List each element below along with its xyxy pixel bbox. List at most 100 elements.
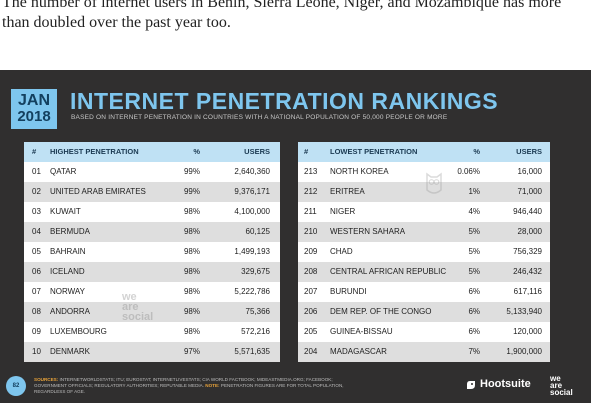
row-country: QATAR [50,167,77,176]
we-are-social-logo: we are social [550,375,573,397]
page-number: 82 [6,376,26,396]
row-pct: 6% [468,307,480,316]
row-pct: 99% [183,167,200,176]
row-users: 756,329 [513,247,542,256]
row-country: DENMARK [50,347,91,356]
row-pct: 98% [183,227,200,236]
date-month: JAN [17,92,50,109]
note-text: PENETRATION FIGURES ARE FOR TOTAL POPULA… [34,383,344,394]
row-num: 02 [32,187,41,196]
row-pct: 7% [468,347,480,356]
logo-word: social [550,388,573,397]
watermark-word: social [122,311,154,323]
row-country: WESTERN SAHARA [330,227,406,236]
table-row: 08 ANDORRA 98% 75,366 [24,302,280,322]
row-users: 1,900,000 [506,347,542,356]
row-pct: 6% [468,327,480,336]
slide-subtitle: BASED ON INTERNET PENETRATION IN COUNTRI… [71,114,448,121]
table-row: 205 GUINEA-BISSAU 6% 120,000 [298,322,550,342]
hootsuite-logo-icon [467,381,475,389]
row-country: LUXEMBOURG [50,327,107,336]
header-num: # [304,147,309,156]
row-pct: 0.06% [457,167,480,176]
table-row: 06 ICELAND 98% 329,675 [24,262,280,282]
row-num: 206 [304,307,318,316]
hootsuite-brand: Hootsuite [480,378,531,390]
row-pct: 98% [183,207,200,216]
sources-label: SOURCES: [34,377,59,382]
table-row: 02 UNITED ARAB EMIRATES 99% 9,376,171 [24,182,280,202]
table-row: 07 NORWAY 98% 5,222,786 [24,282,280,302]
slide-footer: 82 SOURCES: INTERNETWORLDSTATS; ITU; EUR… [0,373,591,403]
row-num: 204 [304,347,318,356]
row-users: 120,000 [513,327,542,336]
row-users: 1,499,193 [234,247,270,256]
header-users: USERS [516,147,542,156]
header-name: HIGHEST PENETRATION [50,147,139,156]
row-pct: 4% [468,207,480,216]
row-users: 75,366 [245,307,270,316]
table-header: # HIGHEST PENETRATION % USERS [24,142,280,162]
table-row: 206 DEM REP. OF THE CONGO 6% 5,133,940 [298,302,550,322]
row-pct: 98% [183,327,200,336]
lowest-penetration-table: # LOWEST PENETRATION % USERS 213 NORTH KO… [298,142,550,362]
table-row: 213 NORTH KOREA 0.06% 16,000 [298,162,550,182]
row-users: 28,000 [517,227,542,236]
row-pct: 5% [468,247,480,256]
row-num: 08 [32,307,41,316]
row-pct: 6% [468,287,480,296]
ranking-slide: JAN 2018 INTERNET PENETRATION RANKINGS B… [0,70,591,403]
table-row: 04 BERMUDA 98% 60,125 [24,222,280,242]
row-country: BURUNDI [330,287,367,296]
row-users: 16,000 [517,167,542,176]
row-country: NIGER [330,207,356,216]
row-country: CHAD [330,247,353,256]
we-are-social-watermark: we are social [122,292,154,323]
row-num: 213 [304,167,318,176]
row-pct: 98% [183,247,200,256]
table-row: 10 DENMARK 97% 5,571,635 [24,342,280,362]
note-label: NOTE: [205,383,220,388]
row-users: 2,640,360 [234,167,270,176]
header-pct: % [473,147,480,156]
table-row: 01 QATAR 99% 2,640,360 [24,162,280,182]
row-num: 07 [32,287,41,296]
row-num: 210 [304,227,318,236]
row-users: 71,000 [517,187,542,196]
table-row: 03 KUWAIT 98% 4,100,000 [24,202,280,222]
row-country: CENTRAL AFRICAN REPUBLIC [330,267,447,276]
row-pct: 5% [468,267,480,276]
intro-paragraph: The number of internet users in Benin, S… [2,0,562,31]
row-num: 01 [32,167,41,176]
row-country: NORWAY [50,287,85,296]
row-users: 946,440 [513,207,542,216]
table-row: 207 BURUNDI 6% 617,116 [298,282,550,302]
slide-title: INTERNET PENETRATION RANKINGS [70,88,499,114]
row-pct: 1% [468,187,480,196]
row-num: 205 [304,327,318,336]
header-name: LOWEST PENETRATION [330,147,418,156]
row-country: DEM REP. OF THE CONGO [330,307,432,316]
date-badge: JAN 2018 [11,89,57,129]
row-users: 329,675 [241,267,270,276]
table-row: 208 CENTRAL AFRICAN REPUBLIC 5% 246,432 [298,262,550,282]
row-country: MADAGASCAR [330,347,387,356]
row-num: 212 [304,187,318,196]
row-users: 9,376,171 [234,187,270,196]
date-year: 2018 [17,108,51,125]
row-num: 04 [32,227,41,236]
highest-penetration-table: # HIGHEST PENETRATION % USERS 01 QATAR 99%… [24,142,280,362]
watermark-word: are [122,301,139,313]
row-num: 208 [304,267,318,276]
table-row: 09 LUXEMBOURG 98% 572,216 [24,322,280,342]
row-country: BAHRAIN [50,247,86,256]
sources-note: SOURCES: INTERNETWORLDSTATS; ITU; EUROST… [34,377,364,395]
owl-watermark-icon [426,172,442,194]
row-num: 207 [304,287,318,296]
row-num: 06 [32,267,41,276]
row-country: BERMUDA [50,227,91,236]
row-users: 5,571,635 [234,347,270,356]
table-row: 211 NIGER 4% 946,440 [298,202,550,222]
row-pct: 98% [183,307,200,316]
row-users: 4,100,000 [234,207,270,216]
